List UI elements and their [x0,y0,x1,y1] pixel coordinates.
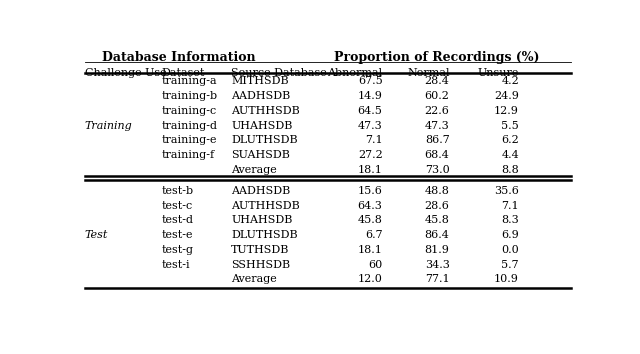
Text: 86.7: 86.7 [425,135,449,145]
Text: 10.9: 10.9 [494,274,519,284]
Text: training-a: training-a [162,76,218,86]
Text: 73.0: 73.0 [425,165,449,175]
Text: 45.8: 45.8 [425,216,449,225]
Text: Challenge Use: Challenge Use [85,68,166,78]
Text: 8.3: 8.3 [501,216,519,225]
Text: AADHSDB: AADHSDB [231,186,291,196]
Text: Average: Average [231,165,277,175]
Text: 6.2: 6.2 [501,135,519,145]
Text: 60: 60 [368,259,383,270]
Text: 7.1: 7.1 [365,135,383,145]
Text: Average: Average [231,274,277,284]
Text: AADHSDB: AADHSDB [231,91,291,101]
Text: Proportion of Recordings (%): Proportion of Recordings (%) [334,51,540,64]
Text: 12.0: 12.0 [358,274,383,284]
Text: training-f: training-f [162,150,215,160]
Text: 6.9: 6.9 [501,230,519,240]
Text: AUTHHSDB: AUTHHSDB [231,201,300,211]
Text: Abnormal: Abnormal [328,68,383,78]
Text: training-c: training-c [162,106,217,116]
Text: MITHSDB: MITHSDB [231,76,289,86]
Text: Database Information: Database Information [102,51,256,64]
Text: SUAHSDB: SUAHSDB [231,150,290,160]
Text: TUTHSDB: TUTHSDB [231,245,290,255]
Text: 60.2: 60.2 [425,91,449,101]
Text: 77.1: 77.1 [425,274,449,284]
Text: Training: Training [85,121,132,131]
Text: Test: Test [85,230,108,240]
Text: 0.0: 0.0 [501,245,519,255]
Text: 81.9: 81.9 [425,245,449,255]
Text: test-d: test-d [162,216,194,225]
Text: test-i: test-i [162,259,191,270]
Text: UHAHSDB: UHAHSDB [231,121,292,131]
Text: DLUTHSDB: DLUTHSDB [231,230,298,240]
Text: 48.8: 48.8 [425,186,449,196]
Text: test-c: test-c [162,201,193,211]
Text: 5.7: 5.7 [501,259,519,270]
Text: Unsure: Unsure [477,68,519,78]
Text: test-e: test-e [162,230,193,240]
Text: 18.1: 18.1 [358,165,383,175]
Text: training-e: training-e [162,135,218,145]
Text: test-b: test-b [162,186,194,196]
Text: 4.2: 4.2 [501,76,519,86]
Text: 14.9: 14.9 [358,91,383,101]
Text: 6.7: 6.7 [365,230,383,240]
Text: UHAHSDB: UHAHSDB [231,216,292,225]
Text: 47.3: 47.3 [425,121,449,131]
Text: 24.9: 24.9 [494,91,519,101]
Text: Source Database: Source Database [231,68,327,78]
Text: AUTHHSDB: AUTHHSDB [231,106,300,116]
Text: test-g: test-g [162,245,194,255]
Text: 35.6: 35.6 [494,186,519,196]
Text: 86.4: 86.4 [425,230,449,240]
Text: training-b: training-b [162,91,218,101]
Text: 68.4: 68.4 [425,150,449,160]
Text: 12.9: 12.9 [494,106,519,116]
Text: 67.5: 67.5 [358,76,383,86]
Text: 27.2: 27.2 [358,150,383,160]
Text: 15.6: 15.6 [358,186,383,196]
Text: 28.4: 28.4 [425,76,449,86]
Text: 64.3: 64.3 [358,201,383,211]
Text: 47.3: 47.3 [358,121,383,131]
Text: 18.1: 18.1 [358,245,383,255]
Text: 7.1: 7.1 [501,201,519,211]
Text: Normal: Normal [407,68,449,78]
Text: 8.8: 8.8 [501,165,519,175]
Text: DLUTHSDB: DLUTHSDB [231,135,298,145]
Text: 45.8: 45.8 [358,216,383,225]
Text: SSHHSDB: SSHHSDB [231,259,291,270]
Text: 64.5: 64.5 [358,106,383,116]
Text: 34.3: 34.3 [425,259,449,270]
Text: 28.6: 28.6 [425,201,449,211]
Text: 4.4: 4.4 [501,150,519,160]
Text: training-d: training-d [162,121,218,131]
Text: 5.5: 5.5 [501,121,519,131]
Text: Dataset: Dataset [162,68,205,78]
Text: 22.6: 22.6 [425,106,449,116]
